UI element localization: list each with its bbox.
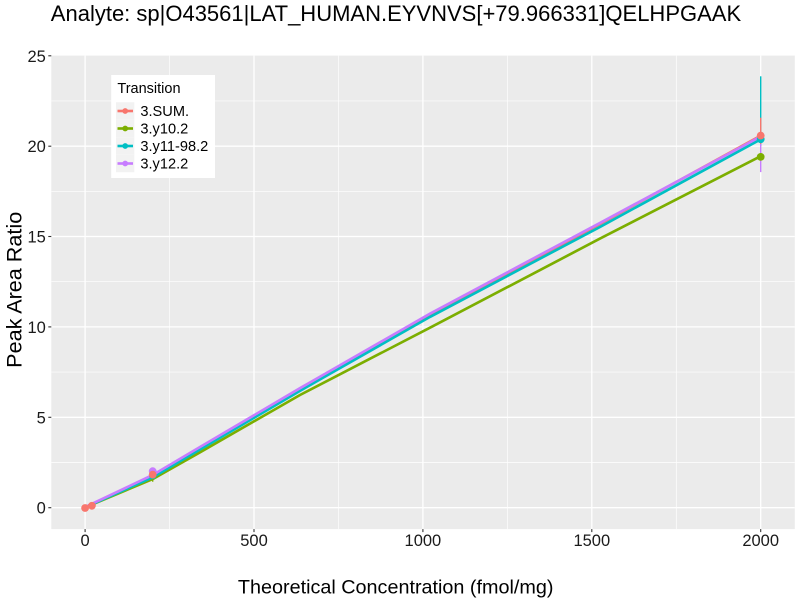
svg-text:3.y11-98.2: 3.y11-98.2	[140, 139, 208, 155]
svg-text:Analyte: sp|O43561|LAT_HUMAN.E: Analyte: sp|O43561|LAT_HUMAN.EYVNVS[+79.…	[51, 1, 742, 26]
svg-text:Theoretical Concentration (fmo: Theoretical Concentration (fmol/mg)	[238, 577, 554, 599]
svg-text:Transition: Transition	[117, 81, 180, 97]
svg-text:3.SUM.: 3.SUM.	[140, 104, 189, 120]
svg-text:10: 10	[27, 319, 45, 337]
svg-text:0: 0	[37, 500, 46, 518]
svg-text:0: 0	[81, 532, 90, 550]
svg-text:25: 25	[27, 48, 45, 66]
svg-text:Peak Area Ratio: Peak Area Ratio	[2, 212, 27, 368]
svg-text:5: 5	[37, 409, 46, 427]
svg-text:1000: 1000	[405, 532, 442, 550]
svg-text:1500: 1500	[573, 532, 610, 550]
svg-text:2000: 2000	[742, 532, 779, 550]
svg-text:500: 500	[240, 532, 268, 550]
svg-text:20: 20	[27, 138, 45, 156]
svg-text:3.y10.2: 3.y10.2	[140, 122, 188, 138]
svg-text:15: 15	[27, 229, 45, 247]
svg-text:3.y12.2: 3.y12.2	[140, 157, 188, 173]
